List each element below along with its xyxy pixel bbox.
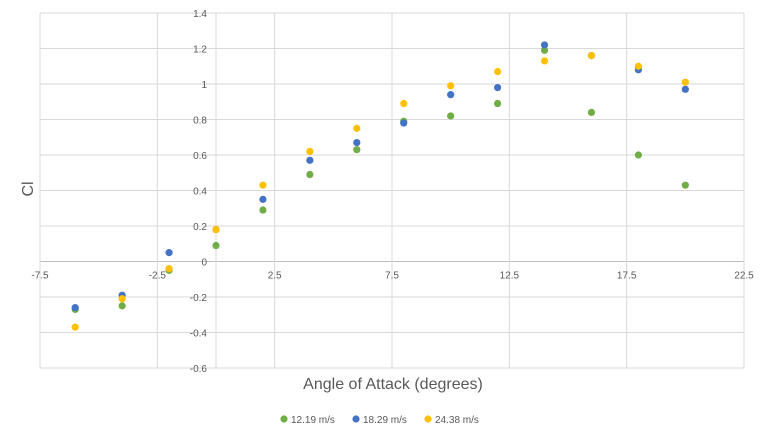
data-point-24-38-m-s bbox=[212, 225, 220, 234]
y-tick-label: -0.4 bbox=[190, 329, 208, 340]
data-point-12-19-m-s bbox=[212, 241, 220, 250]
legend-label: 18.29 m/s bbox=[363, 415, 407, 426]
legend: 12.19 m/s 18.29 m/s 24.38 m/s bbox=[280, 415, 479, 426]
data-point-24-38-m-s bbox=[259, 181, 267, 189]
y-tick-label: 0.8 bbox=[193, 116, 207, 127]
data-points bbox=[71, 41, 689, 331]
legend-marker bbox=[280, 415, 288, 423]
data-point-24-38-m-s bbox=[587, 52, 596, 60]
data-point-12-19-m-s bbox=[118, 302, 126, 310]
data-point-12-19-m-s bbox=[259, 206, 267, 214]
data-point-24-38-m-s bbox=[681, 78, 689, 86]
y-tick-label: 0 bbox=[201, 258, 207, 269]
data-point-24-38-m-s bbox=[540, 57, 549, 65]
data-point-24-38-m-s bbox=[353, 124, 361, 132]
y-tick-label: 0.4 bbox=[193, 187, 207, 198]
y-tick-label: 1 bbox=[201, 80, 207, 91]
x-tick-label: 12.5 bbox=[500, 271, 520, 282]
legend-label: 12.19 m/s bbox=[291, 415, 335, 426]
data-point-24-38-m-s bbox=[165, 265, 173, 273]
x-tick-label: 7.5 bbox=[385, 271, 399, 282]
x-tick-label: 2.5 bbox=[268, 271, 282, 282]
x-tick-label: 22.5 bbox=[734, 271, 754, 282]
data-point-12-19-m-s bbox=[681, 181, 689, 189]
y-axis-title: Cl bbox=[20, 181, 37, 196]
data-point-12-19-m-s bbox=[540, 46, 549, 54]
legend-label: 24.38 m/s bbox=[435, 415, 479, 426]
x-tick-label: -7.5 bbox=[31, 271, 49, 282]
x-tick-label: -2.5 bbox=[149, 271, 167, 282]
data-point-12-19-m-s bbox=[494, 99, 502, 108]
data-point-18-29-m-s bbox=[165, 249, 173, 257]
y-tick-label: -0.6 bbox=[190, 364, 208, 375]
data-point-18-29-m-s bbox=[447, 91, 455, 99]
data-point-24-38-m-s bbox=[306, 147, 314, 156]
data-point-18-29-m-s bbox=[353, 138, 361, 147]
data-point-18-29-m-s bbox=[494, 83, 502, 92]
data-point-18-29-m-s bbox=[400, 119, 408, 127]
y-tick-label: 0.6 bbox=[193, 151, 207, 162]
data-point-12-19-m-s bbox=[306, 170, 314, 179]
data-point-24-38-m-s bbox=[634, 62, 643, 70]
data-point-24-38-m-s bbox=[400, 99, 408, 108]
data-point-24-38-m-s bbox=[71, 323, 79, 331]
data-point-12-19-m-s bbox=[587, 108, 596, 116]
data-point-18-29-m-s bbox=[306, 156, 314, 164]
data-point-18-29-m-s bbox=[681, 85, 689, 93]
legend-marker bbox=[424, 415, 432, 423]
legend-marker bbox=[352, 415, 360, 423]
data-point-18-29-m-s bbox=[259, 195, 267, 203]
x-axis-title: Angle of Attack (degrees) bbox=[303, 376, 483, 393]
data-point-24-38-m-s bbox=[118, 295, 126, 303]
y-tick-label: -0.2 bbox=[190, 293, 208, 304]
data-point-18-29-m-s bbox=[540, 41, 549, 49]
data-point-18-29-m-s bbox=[71, 304, 79, 312]
x-tick-label: 17.5 bbox=[617, 271, 637, 282]
data-point-12-19-m-s bbox=[447, 112, 455, 120]
data-point-24-38-m-s bbox=[447, 82, 455, 90]
data-point-12-19-m-s bbox=[353, 146, 361, 154]
gridlines bbox=[39, 12, 745, 369]
data-point-12-19-m-s bbox=[634, 151, 643, 159]
y-tick-label: 1.2 bbox=[193, 45, 207, 56]
y-tick-label: 0.2 bbox=[193, 222, 207, 233]
data-point-24-38-m-s bbox=[494, 67, 502, 76]
x-tick-labels: -7.5 -2.5 2.5 7.5 12.5 17.5 22.5 bbox=[31, 271, 754, 282]
y-tick-label: 1.4 bbox=[193, 9, 207, 20]
y-tick-labels: -0.6 -0.4 -0.2 0 0.2 0.4 0.6 0.8 1 1.2 1.4 bbox=[190, 9, 208, 375]
